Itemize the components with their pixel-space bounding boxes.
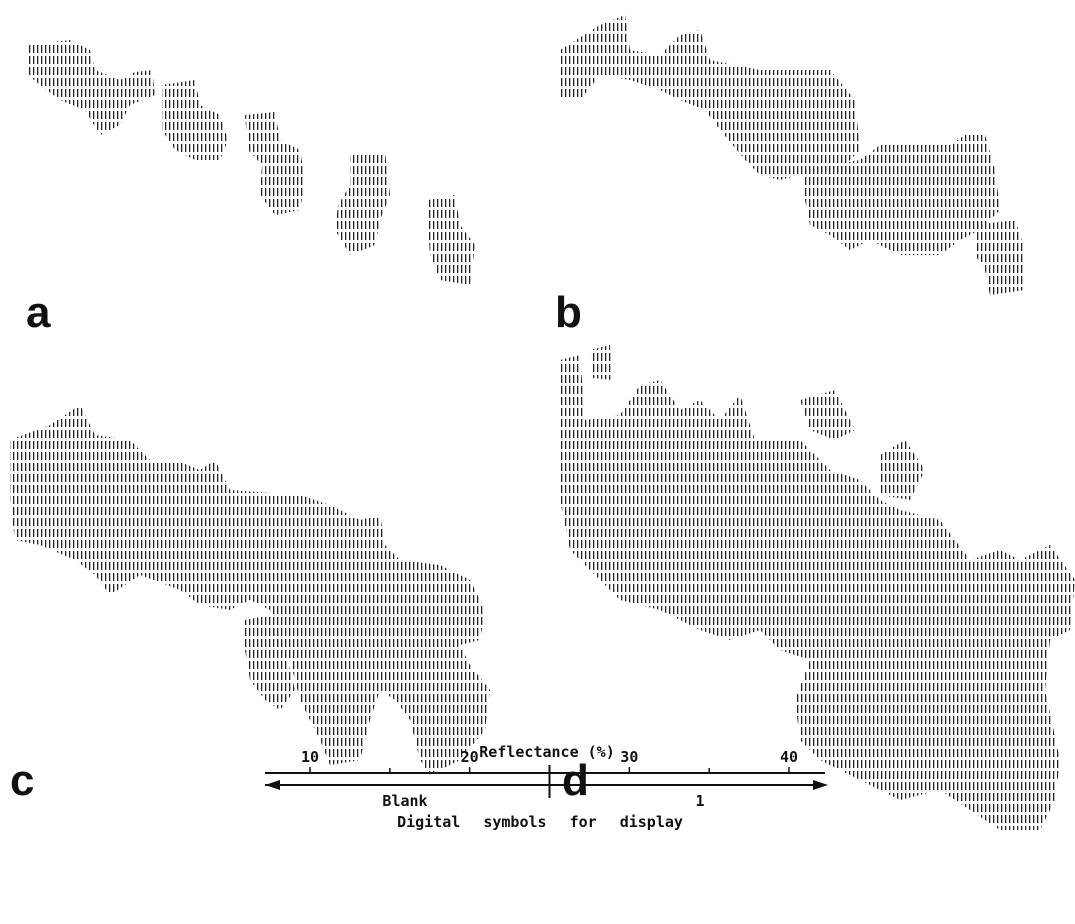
panel-b-map [560, 15, 1025, 295]
right-label: 1 [695, 792, 704, 810]
panel-label: b [555, 288, 582, 337]
tick-label: 10 [301, 748, 319, 766]
panel-label: a [26, 288, 51, 337]
panel-c-map [10, 405, 490, 775]
tick-label: 30 [620, 748, 638, 766]
scale-caption: Digital symbols for display [397, 813, 683, 831]
tick-label: 20 [461, 748, 479, 766]
reflectance-scale: Reflectance (%) Blank 1 Digital symbols … [265, 743, 828, 831]
arrow-head [813, 780, 828, 790]
scale-title: Reflectance (%) [479, 743, 614, 761]
panel-label: d [562, 756, 589, 805]
panel-d-map [560, 345, 1075, 830]
panel-label: c [10, 756, 34, 805]
left-label: Blank [382, 792, 427, 810]
arrow-head [265, 780, 280, 790]
tick-label: 40 [780, 748, 798, 766]
panel-a-map [28, 40, 475, 285]
